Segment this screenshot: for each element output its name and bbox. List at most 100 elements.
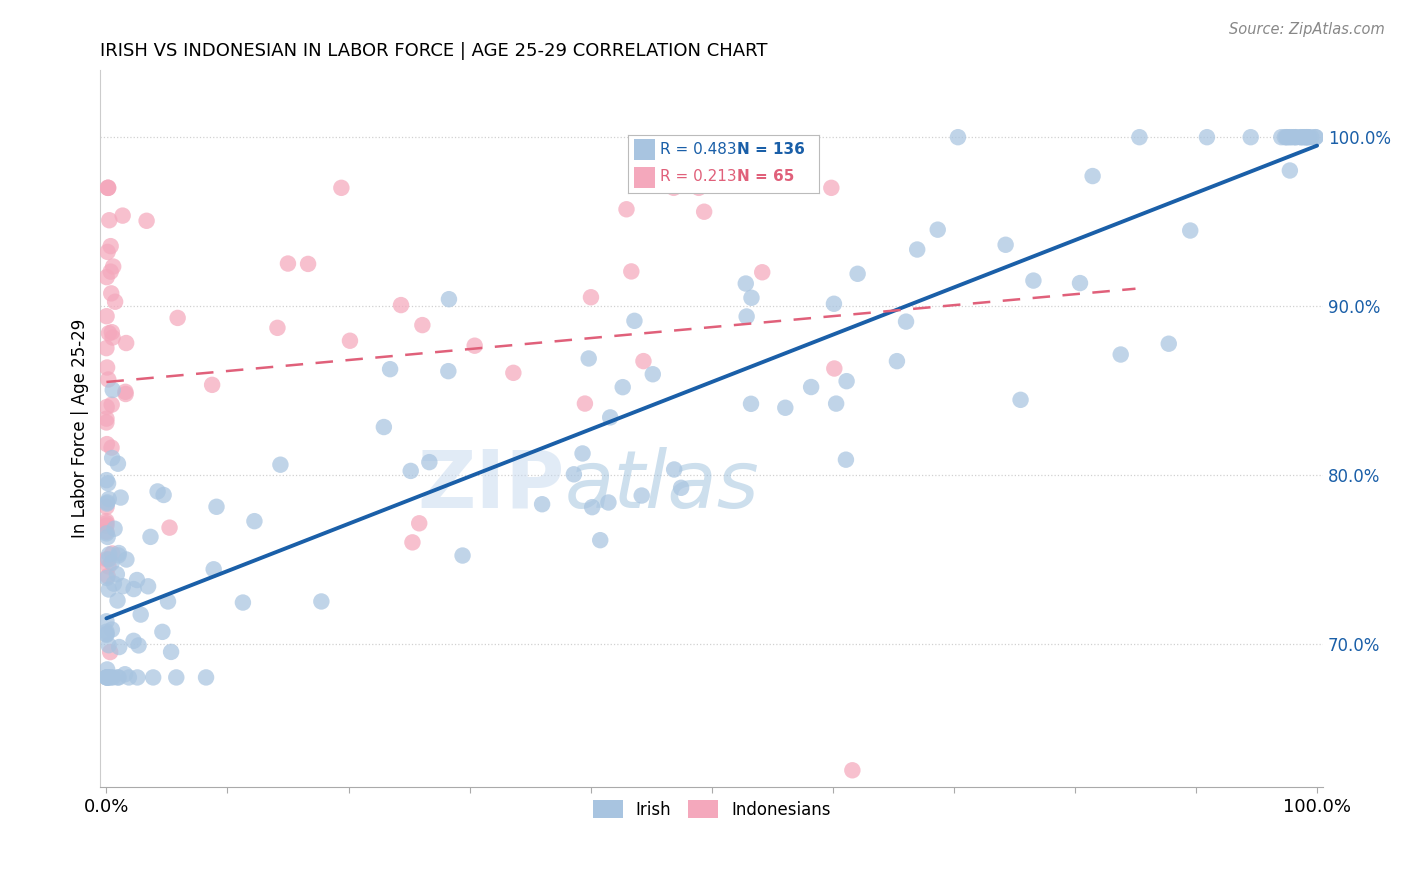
Point [108,640,131,654]
Point [1270,130,1292,145]
Point [820,181,842,195]
Point [100,398,122,412]
Point [775,401,797,415]
Point [103,576,125,591]
Point [101,383,124,397]
Point [574,396,596,410]
Point [339,334,361,348]
Point [96,670,118,684]
Point [1289,130,1312,145]
Point [1022,274,1045,288]
Text: N = 65: N = 65 [737,169,794,184]
Point [97,372,120,386]
Point [96,310,118,324]
Point [96,526,118,541]
Point [502,366,524,380]
Point [97,670,120,684]
Point [97,530,120,544]
Point [662,462,685,476]
Point [96,670,118,684]
Point [96,514,118,528]
Point [166,310,188,325]
Point [1292,130,1315,145]
Point [1081,169,1104,183]
Point [107,549,129,563]
Y-axis label: In Labor Force | Age 25-29: In Labor Force | Age 25-29 [72,318,89,538]
Point [104,294,127,309]
Point [894,315,917,329]
Point [1278,130,1301,145]
Point [96,473,118,487]
Point [98,548,121,562]
Text: IRISH VS INDONESIAN IN LABOR FORCE | AGE 25-29 CORRELATION CHART: IRISH VS INDONESIAN IN LABOR FORCE | AGE… [100,42,768,60]
Point [927,222,949,236]
Point [630,489,652,503]
Point [115,552,138,566]
Point [96,624,118,639]
Point [330,181,353,195]
Point [693,178,716,193]
Point [97,552,120,566]
Point [101,330,124,344]
Point [122,582,145,596]
Point [562,467,585,482]
FancyBboxPatch shape [634,167,655,187]
Point [97,491,120,506]
Point [195,670,218,684]
Point [823,297,845,311]
Point [1305,130,1327,145]
FancyBboxPatch shape [634,139,655,161]
Point [96,500,118,514]
Point [96,495,118,509]
Point [201,377,224,392]
Point [96,360,118,375]
Point [1180,223,1202,237]
Point [1274,130,1296,145]
Point [160,645,183,659]
Point [451,549,474,563]
Point [589,533,612,548]
Point [129,607,152,622]
Point [107,546,129,560]
Point [96,552,118,566]
Point [599,410,621,425]
Point [114,387,136,401]
Point [579,290,602,304]
Text: N = 136: N = 136 [737,142,804,157]
Point [110,491,132,505]
Point [311,594,333,608]
Point [378,362,401,376]
Point [1298,130,1320,145]
Point [114,667,136,681]
Point [734,277,756,291]
Point [96,270,118,285]
Point [97,244,120,259]
Point [740,291,762,305]
Point [1305,130,1327,145]
Point [886,354,908,368]
Point [662,181,685,195]
Point [1195,130,1218,145]
Point [1128,130,1150,145]
Point [633,354,655,368]
Point [373,420,395,434]
Point [1278,163,1301,178]
Point [107,593,129,607]
Point [103,522,125,536]
Point [531,497,554,511]
Point [107,457,129,471]
Point [269,458,291,472]
Point [101,623,124,637]
Text: R = 0.483: R = 0.483 [661,142,737,157]
Point [96,524,118,539]
Point [1109,347,1132,361]
Point [96,628,118,642]
Point [111,209,134,223]
Point [97,326,120,341]
Text: Source: ZipAtlas.com: Source: ZipAtlas.com [1229,22,1385,37]
Point [96,497,118,511]
Point [1282,130,1305,145]
Point [100,239,122,253]
Point [437,292,460,306]
Point [142,670,165,684]
